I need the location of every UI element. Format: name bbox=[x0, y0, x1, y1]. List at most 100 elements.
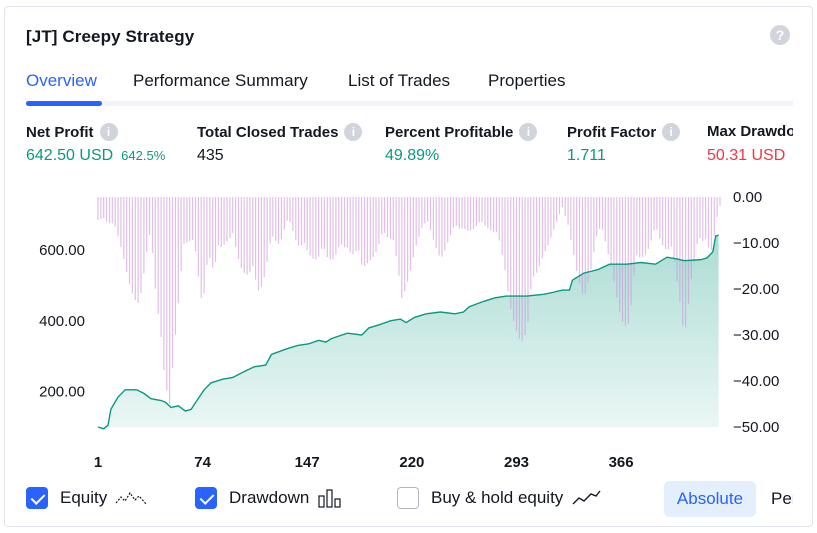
drawdown-bar bbox=[432, 197, 434, 240]
drawdown-bar bbox=[100, 197, 102, 220]
metric-value: 50.31 USD bbox=[707, 147, 786, 164]
drawdown-bar bbox=[126, 197, 128, 272]
drawdown-bar bbox=[174, 197, 176, 335]
drawdown-bar bbox=[707, 197, 710, 248]
drawdown-bar bbox=[206, 197, 208, 266]
drawdown-bar bbox=[192, 197, 194, 241]
drawdown-bar bbox=[498, 197, 500, 241]
tabs-rail bbox=[26, 101, 793, 106]
drawdown-bar bbox=[183, 197, 185, 244]
drawdown-bar bbox=[280, 197, 282, 240]
metric-net-profit: Net Profit i 642.50 USD 642.5% bbox=[26, 123, 165, 165]
drawdown-bar bbox=[716, 197, 718, 217]
equity-checkbox[interactable] bbox=[26, 487, 48, 509]
x-axis-tick-label: 74 bbox=[194, 454, 211, 471]
drawdown-bar bbox=[212, 197, 214, 268]
tab-list-of-trades[interactable]: List of Trades bbox=[348, 71, 451, 90]
drawdown-bar bbox=[601, 197, 604, 230]
info-icon[interactable]: i bbox=[99, 123, 118, 141]
drawdown-bar bbox=[137, 197, 139, 303]
drawdown-bar bbox=[166, 197, 168, 391]
x-axis-tick-label: 366 bbox=[609, 454, 634, 471]
drawdown-bar bbox=[329, 197, 331, 260]
right-axis-tick-label: −10.00 bbox=[733, 235, 779, 252]
drawdown-bar bbox=[323, 197, 325, 250]
drawdown-bar bbox=[409, 197, 411, 271]
metric-total-closed-trades: Total Closed Trades i 435 bbox=[197, 123, 363, 165]
metric-label: Profit Factor bbox=[567, 123, 657, 141]
drawdown-bar bbox=[275, 197, 277, 241]
drawdown-bar bbox=[392, 197, 394, 240]
drawdown-bar bbox=[346, 197, 348, 248]
percent-button[interactable]: Per bbox=[771, 489, 793, 508]
drawdown-bar bbox=[578, 197, 581, 284]
drawdown-bar bbox=[581, 197, 583, 294]
drawdown-bar bbox=[478, 197, 480, 223]
drawdown-bar bbox=[407, 197, 409, 282]
right-axis-tick-label: −30.00 bbox=[733, 327, 779, 344]
drawdown-bar bbox=[103, 197, 105, 218]
drawdown-bar bbox=[653, 197, 655, 231]
equity-drawdown-chart[interactable]: 600.00 400.00 200.00 0.00 −10.00 −20.00 −30.00… bbox=[5, 7, 814, 477]
drawdown-bar bbox=[263, 197, 265, 277]
legend-label: Drawdown bbox=[229, 488, 310, 507]
drawdown-bar bbox=[513, 197, 515, 321]
drawdown-bar bbox=[455, 197, 457, 226]
buy-hold-checkbox[interactable] bbox=[397, 487, 419, 509]
info-icon[interactable]: i bbox=[662, 123, 681, 141]
legend-drawdown[interactable]: Drawdown bbox=[195, 485, 345, 511]
drawdown-bar bbox=[630, 197, 632, 306]
drawdown-bar bbox=[647, 197, 649, 249]
metric-value: 49.89% bbox=[385, 147, 440, 165]
tab-overview[interactable]: Overview bbox=[26, 71, 97, 90]
drawdown-bar bbox=[470, 197, 472, 231]
drawdown-bar bbox=[547, 197, 549, 246]
drawdown-bar bbox=[309, 197, 311, 256]
drawdown-bar bbox=[421, 197, 423, 228]
drawdown-bar bbox=[128, 197, 131, 284]
metrics-row: Net Profit i 642.50 USD 642.5% Total Close… bbox=[26, 123, 793, 173]
drawdown-bar bbox=[673, 197, 675, 262]
drawdown-bar bbox=[710, 197, 712, 250]
drawdown-bar bbox=[303, 197, 305, 243]
drawdown-bar bbox=[372, 197, 374, 258]
drawdown-bar bbox=[283, 197, 285, 230]
legend-equity[interactable]: Equity bbox=[26, 485, 147, 511]
drawdown-bar bbox=[332, 197, 334, 260]
drawdown-bar bbox=[464, 197, 466, 230]
drawdown-bar bbox=[487, 197, 489, 228]
help-icon[interactable]: ? bbox=[770, 25, 790, 45]
drawdown-bars-icon bbox=[318, 489, 341, 508]
drawdown-bar bbox=[544, 197, 546, 251]
right-axis-tick-label: 0.00 bbox=[733, 189, 762, 206]
drawdown-checkbox[interactable] bbox=[195, 487, 217, 509]
drawdown-bar bbox=[642, 197, 644, 258]
absolute-button[interactable]: Absolute bbox=[664, 481, 756, 517]
drawdown-bar bbox=[384, 197, 386, 233]
drawdown-bar bbox=[220, 197, 222, 247]
drawdown-bar bbox=[690, 197, 692, 279]
drawdown-bar bbox=[160, 197, 162, 337]
drawdown-bar bbox=[584, 197, 586, 294]
left-axis-tick-label: 600.00 bbox=[39, 242, 85, 259]
info-icon[interactable]: i bbox=[519, 123, 538, 141]
drawdown-bar bbox=[458, 197, 460, 229]
metric-value: 435 bbox=[197, 147, 224, 165]
legend-buy-hold[interactable]: Buy & hold equity bbox=[397, 485, 601, 511]
drawdown-bar bbox=[564, 197, 566, 216]
drawdown-bar bbox=[481, 197, 483, 223]
drawdown-bar bbox=[650, 197, 652, 241]
drawdown-bar bbox=[452, 197, 454, 228]
metric-max-drawdown: Max Drawdo 50.31 USD bbox=[707, 123, 793, 165]
info-icon[interactable]: i bbox=[344, 123, 363, 141]
drawdown-bar bbox=[260, 197, 262, 287]
drawdown-bar bbox=[143, 197, 145, 274]
drawdown-bar bbox=[527, 197, 529, 323]
drawdown-bar bbox=[349, 197, 351, 253]
drawdown-bar bbox=[599, 197, 601, 229]
metric-label: Max Drawdo bbox=[707, 123, 793, 141]
drawdown-bar bbox=[343, 197, 346, 247]
metric-profit-factor: Profit Factor i 1.711 bbox=[567, 123, 681, 165]
tab-properties[interactable]: Properties bbox=[488, 71, 566, 90]
tab-performance-summary[interactable]: Performance Summary bbox=[133, 71, 308, 90]
